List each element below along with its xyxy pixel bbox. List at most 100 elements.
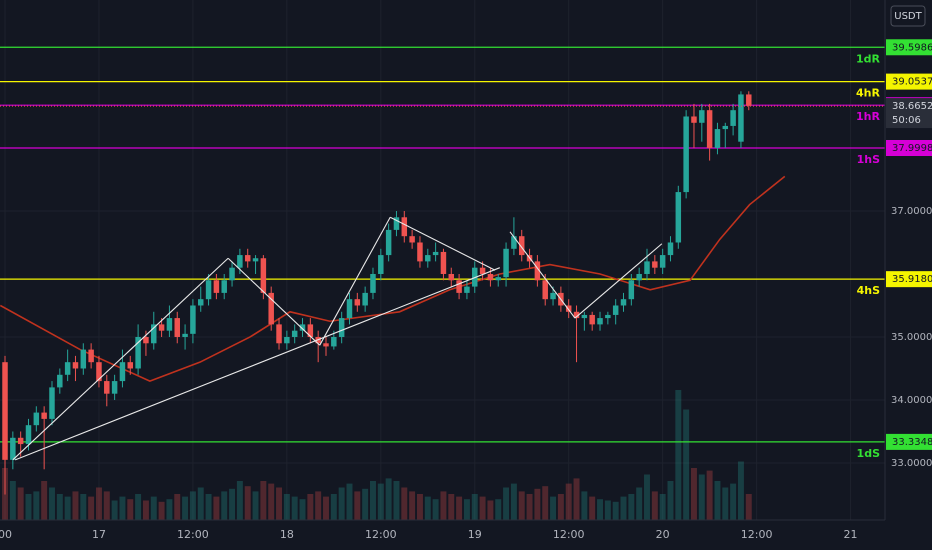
volume-bar [244, 486, 251, 520]
level-name: 4hS [857, 284, 880, 297]
volume-bar [354, 491, 361, 520]
candle-body [378, 255, 384, 274]
candle-body [393, 217, 400, 230]
candle-body [182, 333, 188, 337]
volume-bar [510, 483, 517, 520]
volume-bar [103, 491, 110, 520]
last-price-box [886, 98, 932, 129]
volume-bar [667, 481, 674, 520]
candle-body [370, 273, 376, 293]
candle-body [385, 229, 392, 256]
candle-body [88, 349, 94, 363]
candle-body [659, 255, 666, 268]
volume-bar [291, 496, 298, 520]
volume-bar [64, 496, 71, 520]
candle-body [291, 330, 298, 337]
candle-body [174, 318, 180, 337]
volume-bar [526, 494, 533, 520]
volume-bar [620, 496, 627, 520]
volume-bar [135, 494, 142, 520]
currency-box[interactable] [890, 5, 926, 27]
x-tick-label: 12:00 [177, 528, 209, 541]
volume-bar [111, 500, 118, 520]
candle-body [331, 336, 337, 347]
candle-body [252, 258, 259, 262]
trendline [12, 257, 229, 461]
volume-bar [432, 499, 439, 520]
candle-body [683, 116, 689, 193]
volume-bar [182, 496, 189, 520]
volume-bar [315, 491, 322, 520]
x-tick-label: 19 [468, 528, 482, 541]
candle-body [425, 255, 431, 262]
candle-body [41, 412, 47, 419]
candle-body [738, 94, 744, 142]
candle-body [511, 236, 517, 249]
level-name: 1dS [857, 447, 881, 460]
candle-body [503, 248, 509, 278]
trendline [574, 243, 663, 319]
countdown: 50:06 [892, 115, 921, 126]
volume-bar [338, 487, 345, 520]
candle-body [565, 305, 572, 312]
candle-body [119, 362, 126, 382]
candle-body [581, 314, 588, 319]
x-tick-label: 20 [656, 528, 670, 541]
candle-body [33, 412, 40, 426]
volume-bar [424, 496, 431, 520]
volume-bar [644, 474, 650, 520]
volume-bar [651, 491, 658, 520]
candle-body [706, 110, 713, 148]
candle-body [699, 110, 705, 123]
volume-bar [471, 494, 478, 520]
candle-body [542, 280, 548, 300]
last-price-label: 38.6652 [892, 101, 932, 112]
candle-body [111, 381, 118, 394]
volume-bar [88, 496, 95, 520]
candle-body [487, 273, 494, 281]
y-tick-label: 37.0000 [891, 206, 932, 217]
volume-bar [17, 487, 24, 520]
candle-body [276, 324, 282, 344]
candle-body [143, 336, 149, 344]
candle-body [714, 129, 721, 148]
candle-body [205, 280, 212, 300]
candle-body [440, 251, 447, 274]
volume-bar [385, 478, 392, 520]
candle-body [307, 324, 314, 337]
candle-body [605, 314, 611, 319]
candle-body [417, 242, 423, 262]
volume-bar [9, 481, 16, 520]
candle-body [135, 336, 141, 369]
moving-average [0, 175, 786, 382]
volume-bar [659, 494, 666, 520]
y-tick-label: 35.0000 [891, 332, 932, 343]
volume-bar [409, 491, 416, 520]
volume-bar [589, 496, 596, 520]
level-label: 39.0537 [892, 77, 932, 88]
candle-body [190, 305, 196, 334]
volume-bar [737, 461, 744, 520]
candle-body [675, 192, 682, 243]
volume-bar [276, 487, 283, 520]
volume-bar [698, 474, 705, 520]
volume-bar [150, 496, 157, 520]
volume-bar [33, 491, 40, 520]
candle-body [401, 217, 408, 237]
candle-body [17, 437, 24, 445]
volume-bar [189, 491, 196, 520]
volume-bar [534, 488, 541, 520]
volume-bar [393, 481, 400, 520]
y-tick-label: 33.0000 [891, 458, 932, 469]
candle-body [104, 381, 110, 394]
volume-bar [675, 390, 682, 520]
volume-bar [197, 487, 204, 520]
candle-body [597, 318, 603, 325]
candle-body [746, 94, 752, 106]
candle-body [354, 299, 361, 306]
x-tick-label: 00 [0, 528, 12, 541]
volume-bar [463, 499, 470, 520]
volume-bar [221, 491, 228, 520]
level-name: 1dR [856, 52, 881, 65]
